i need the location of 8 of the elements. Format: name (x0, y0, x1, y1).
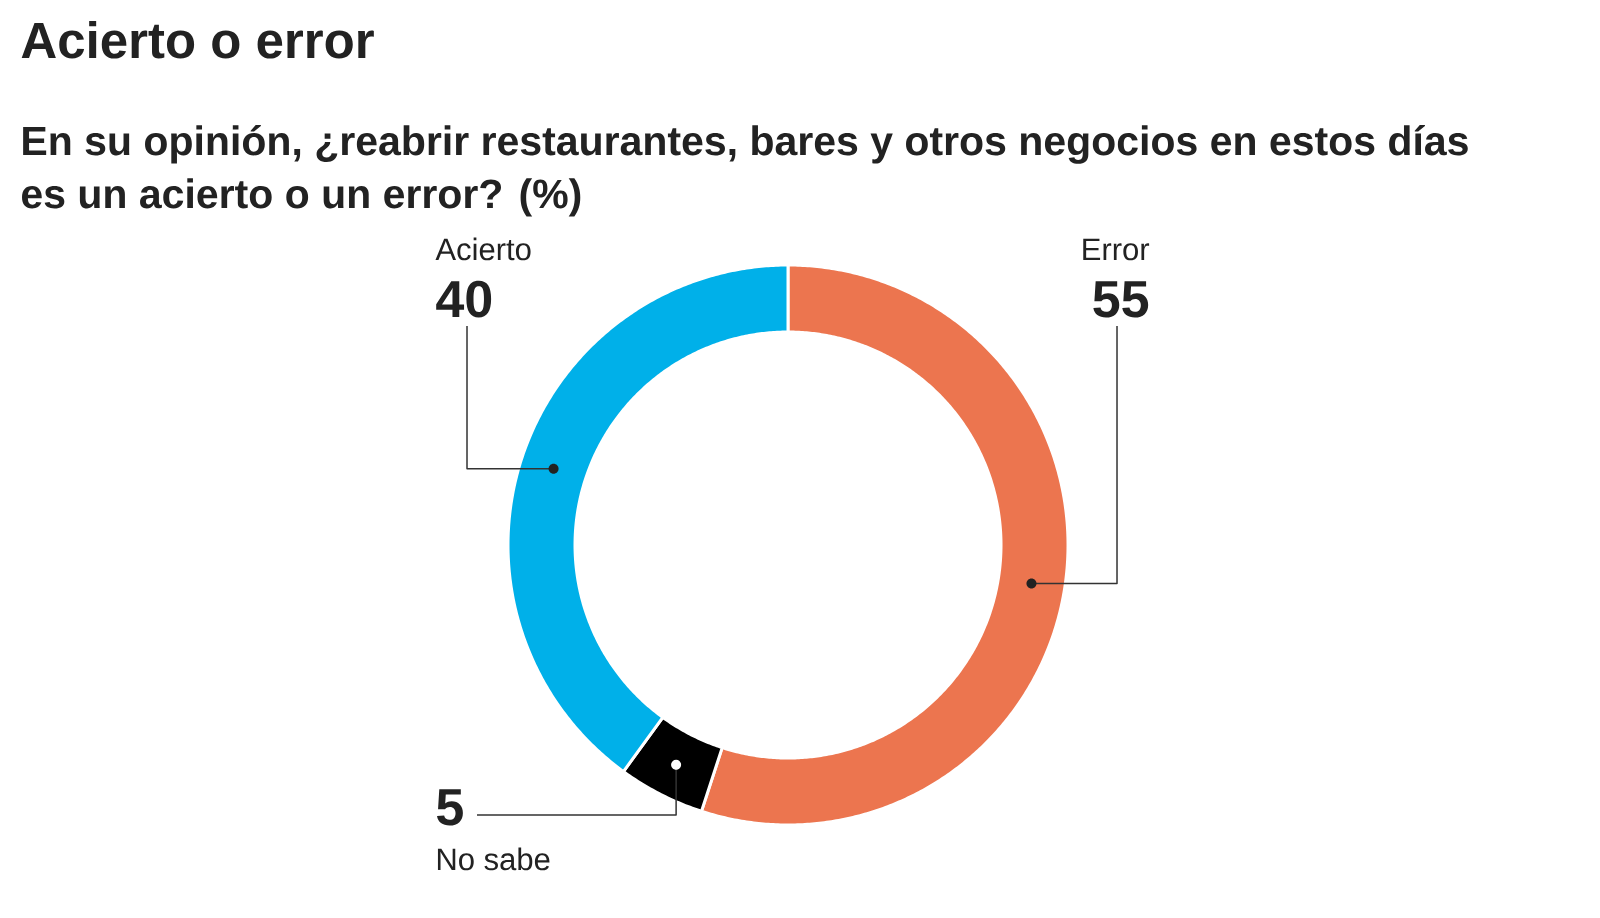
slice-label: Error (1083, 238, 1150, 261)
data-label: 55 (1093, 281, 1149, 318)
slice-label: Acierto (435, 237, 531, 261)
data-label: 40 (436, 280, 492, 318)
chart-subtitle: En su opinión, ¿reabrir restaurantes, bares y otros negocios en estos días es un acierto o un error? (%) (22, 125, 1468, 217)
data-label: 5 (437, 789, 463, 826)
slice-label: No sabe (437, 847, 550, 871)
chart-title: Acierto o error (21, 21, 374, 59)
